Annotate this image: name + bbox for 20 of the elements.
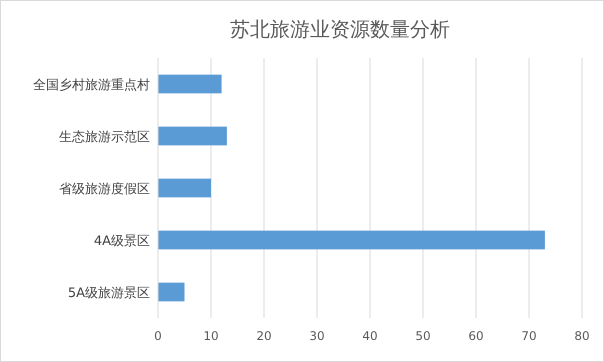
y-tick-label: 4A级景区 — [94, 234, 150, 249]
bar — [158, 74, 222, 94]
x-tick-label: 80 — [574, 329, 590, 343]
x-tick-label: 60 — [468, 329, 484, 343]
x-tick-label: 10 — [203, 329, 219, 343]
chart-title: 苏北旅游业资源数量分析 — [230, 17, 450, 41]
y-tick-label: 省级旅游度假区 — [59, 181, 150, 197]
bar — [158, 230, 545, 250]
x-tick-label: 20 — [256, 329, 272, 343]
x-tick-label: 40 — [362, 329, 378, 343]
bar — [158, 282, 184, 302]
x-tick-label: 70 — [521, 329, 537, 343]
bar — [158, 126, 227, 146]
x-tick-label: 0 — [154, 329, 162, 343]
y-tick-label: 5A级旅游景区 — [68, 286, 150, 301]
y-tick-label: 全国乡村旅游重点村 — [33, 78, 150, 93]
bar — [158, 178, 211, 198]
y-tick-label: 生态旅游示范区 — [59, 130, 150, 145]
x-tick-label: 50 — [415, 329, 431, 343]
x-tick-label: 30 — [309, 329, 325, 343]
